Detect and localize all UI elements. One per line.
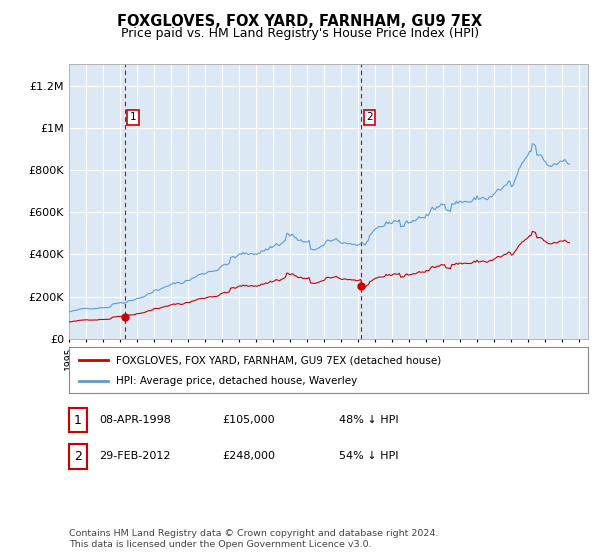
Text: FOXGLOVES, FOX YARD, FARNHAM, GU9 7EX (detached house): FOXGLOVES, FOX YARD, FARNHAM, GU9 7EX (d… <box>116 355 441 365</box>
Text: 1: 1 <box>130 112 136 122</box>
Text: Price paid vs. HM Land Registry's House Price Index (HPI): Price paid vs. HM Land Registry's House … <box>121 27 479 40</box>
Text: 48% ↓ HPI: 48% ↓ HPI <box>339 415 398 425</box>
Text: £248,000: £248,000 <box>222 451 275 461</box>
Text: 29-FEB-2012: 29-FEB-2012 <box>99 451 170 461</box>
Text: HPI: Average price, detached house, Waverley: HPI: Average price, detached house, Wave… <box>116 376 357 386</box>
Text: 54% ↓ HPI: 54% ↓ HPI <box>339 451 398 461</box>
Text: £105,000: £105,000 <box>222 415 275 425</box>
Text: 2: 2 <box>366 112 373 122</box>
Text: 2: 2 <box>74 450 82 463</box>
Text: FOXGLOVES, FOX YARD, FARNHAM, GU9 7EX: FOXGLOVES, FOX YARD, FARNHAM, GU9 7EX <box>118 14 482 29</box>
Text: Contains HM Land Registry data © Crown copyright and database right 2024.
This d: Contains HM Land Registry data © Crown c… <box>69 529 439 549</box>
Text: 1: 1 <box>74 413 82 427</box>
Text: 08-APR-1998: 08-APR-1998 <box>99 415 171 425</box>
